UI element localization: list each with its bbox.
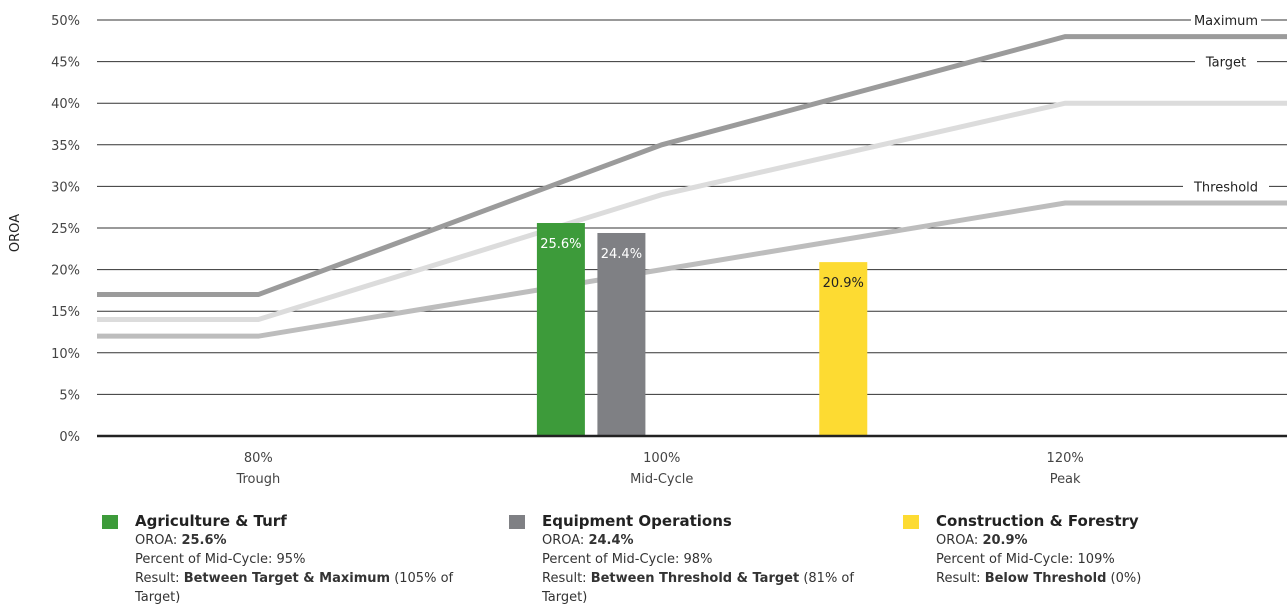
- legend-title: Construction & Forestry: [936, 512, 1139, 530]
- y-tick-label: 10%: [51, 347, 80, 362]
- bars: 25.6% 24.4% 20.9%: [536, 223, 868, 436]
- y-tick-label: 15%: [51, 305, 80, 320]
- oroa-chart: 0% 5% 10% 15% 20% 25% 30% 35% 40% 45% 50% OROA Max…: [8, 11, 1287, 487]
- bar: [536, 223, 585, 436]
- bar-value-label: 20.9%: [823, 276, 864, 291]
- x-axis-ticks: 80% Trough 100% Mid-Cycle 120% Peak: [235, 451, 1083, 487]
- line-maximum: [97, 34, 1287, 298]
- legend-agriculture: Agriculture & Turf OROA: 25.6% Percent o…: [102, 512, 462, 607]
- line-label-threshold: Threshold: [1193, 180, 1258, 195]
- y-tick-label: 40%: [51, 97, 80, 112]
- legend-oroa: OROA: 24.4%: [542, 533, 634, 548]
- legend-oroa: OROA: 20.9%: [936, 533, 1028, 548]
- y-tick-label: 0%: [59, 430, 80, 445]
- line-threshold: [97, 200, 1287, 339]
- legend-result: Result: Between Target & Maximum (105% o…: [135, 571, 454, 605]
- line-target: [97, 100, 1287, 323]
- legend-swatch-agriculture: [102, 514, 118, 529]
- x-tick-label: 100%: [643, 451, 680, 466]
- legend-equipment-operations: Equipment Operations OROA: 24.4% Percent…: [509, 512, 869, 607]
- legend-swatch-construction: [903, 514, 919, 529]
- legend-construction-forestry: Construction & Forestry OROA: 20.9% Perc…: [903, 512, 1263, 588]
- line-label-target: Target: [1205, 56, 1246, 71]
- x-tick-sublabel: Trough: [235, 472, 280, 487]
- y-axis-ticks: 0% 5% 10% 15% 20% 25% 30% 35% 40% 45% 50%: [51, 14, 80, 445]
- line-label-bg: [1191, 11, 1261, 29]
- legend-swatch-equipment: [509, 514, 525, 529]
- x-tick-label: 120%: [1047, 451, 1084, 466]
- legend-percent: Percent of Mid-Cycle: 95%: [135, 552, 306, 567]
- legend-title: Agriculture & Turf: [135, 512, 287, 530]
- reference-lines: Maximum Target Threshold: [97, 11, 1287, 339]
- y-tick-label: 35%: [51, 139, 80, 154]
- gridlines: [97, 19, 1287, 395]
- bar: [597, 232, 646, 436]
- legend-oroa: OROA: 25.6%: [135, 533, 227, 548]
- legend-percent: Percent of Mid-Cycle: 109%: [936, 552, 1115, 567]
- y-tick-label: 45%: [51, 56, 80, 71]
- bar: [819, 262, 868, 436]
- legend-percent: Percent of Mid-Cycle: 98%: [542, 552, 713, 567]
- x-tick-sublabel: Peak: [1050, 472, 1081, 487]
- legend-title: Equipment Operations: [542, 512, 732, 530]
- x-tick-label: 80%: [244, 451, 273, 466]
- line-label-maximum: Maximum: [1194, 14, 1258, 29]
- legend-result: Result: Below Threshold (0%): [936, 571, 1142, 586]
- y-tick-label: 5%: [59, 388, 80, 403]
- y-tick-label: 20%: [51, 264, 80, 279]
- y-tick-label: 50%: [51, 14, 80, 29]
- y-tick-label: 30%: [51, 180, 80, 195]
- y-axis-label: OROA: [8, 214, 23, 252]
- y-tick-label: 25%: [51, 222, 80, 237]
- line-label-bg: [1195, 52, 1257, 71]
- line-label-bg: [1183, 177, 1269, 196]
- x-tick-sublabel: Mid-Cycle: [630, 472, 693, 487]
- bar-value-label: 25.6%: [540, 237, 581, 252]
- legend-result: Result: Between Threshold & Target (81% …: [542, 571, 854, 605]
- bar-value-label: 24.4%: [601, 247, 642, 262]
